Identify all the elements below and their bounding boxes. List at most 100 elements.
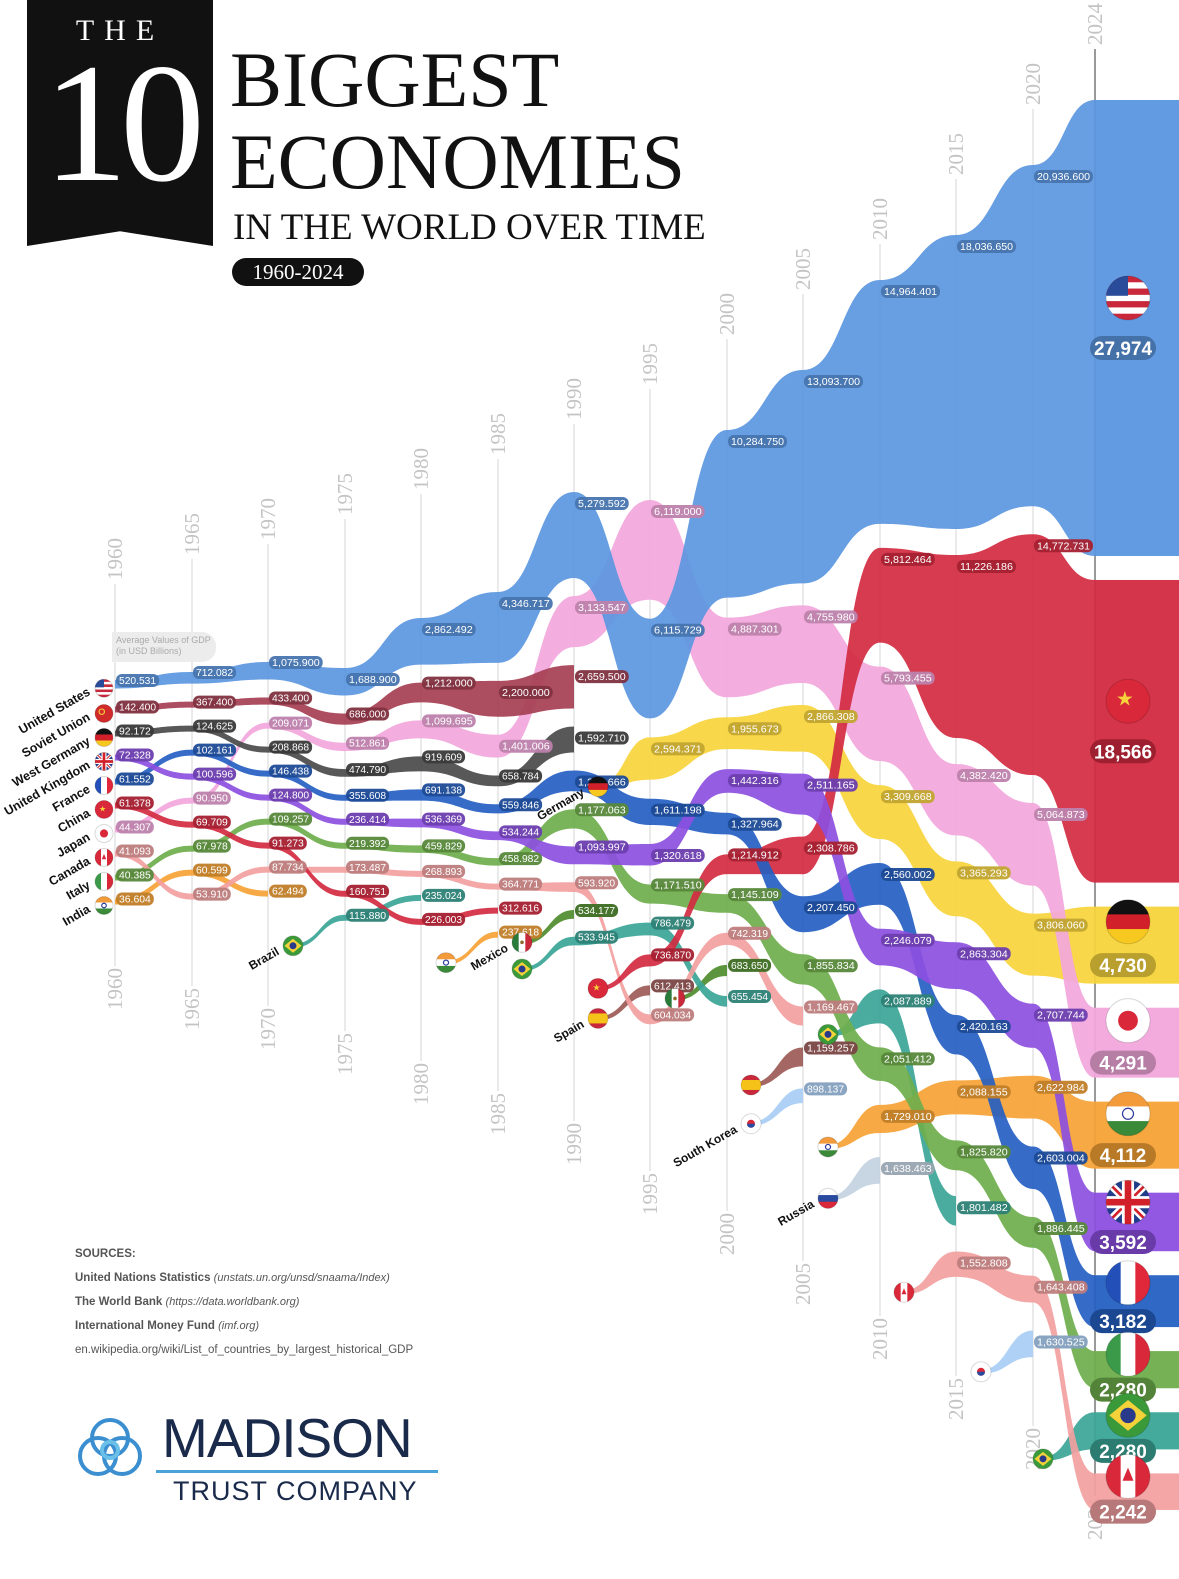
value-pill-cn (269, 836, 307, 850)
value-pill-cn (881, 552, 935, 566)
ribbon-us (880, 235, 956, 529)
value-label-us-2000: 10,284.750 (731, 437, 784, 448)
value-pill-uk (957, 947, 1011, 961)
value-pill-it (193, 839, 231, 853)
value-pill-uk (651, 848, 705, 862)
value-label-it-2020: 1,886.445 (1037, 1224, 1085, 1235)
value-pill-uk (116, 748, 154, 762)
value-pill-jp (575, 601, 629, 615)
ribbon-us (956, 165, 1033, 529)
value-label-cn-1965: 69.709 (196, 818, 228, 829)
value-pill-cn (957, 559, 1016, 573)
ca-flag-icon (894, 1282, 914, 1303)
value-pill-us (269, 656, 323, 669)
value-label-it-2000: 1,145.109 (731, 890, 779, 901)
ribbon-de (880, 785, 956, 917)
value-label-in-2015: 2,088.155 (960, 1087, 1008, 1098)
value-pill-cn (499, 901, 543, 915)
value-label-uk-2010: 2,246.079 (884, 936, 932, 947)
title-line-2: ECONOMIES (230, 118, 686, 205)
ribbon-de (803, 704, 880, 840)
year-label-bottom: 1980 (409, 1063, 433, 1105)
value-label-us-2015: 18,036.650 (960, 242, 1013, 253)
br-flag-icon (1106, 1393, 1150, 1438)
sources-title: SOURCES: (75, 1248, 136, 1260)
value-label-jp-2000: 4,887.301 (731, 625, 779, 636)
logo-divider (156, 1470, 438, 1473)
value-label-jp-2010: 5,793.455 (884, 674, 932, 685)
value-label-us-1990: 5,279.592 (578, 499, 626, 510)
country-label-it: Italy (64, 878, 93, 903)
sources: SOURCES: United Nations Statistics (unst… (75, 1242, 413, 1362)
value-pill-it (116, 868, 154, 882)
value-pill-it (269, 812, 313, 826)
source-link[interactable]: (https://data.worldbank.org) (165, 1296, 300, 1308)
ribbon-entry-cn (598, 954, 650, 991)
value-label-fr-1975: 355.608 (349, 791, 387, 802)
value-pill-fr (499, 798, 543, 812)
year-label-bottom: 1995 (638, 1173, 662, 1215)
fr-flag-icon (95, 776, 113, 795)
ribbon-it (650, 884, 727, 913)
value-pill-su (422, 676, 476, 690)
value-pill-ca (346, 860, 390, 874)
value-label-su-1990: 2,659.500 (578, 672, 626, 683)
end-value-pill-it (1090, 1377, 1156, 1402)
kr-flag-icon (971, 1361, 991, 1382)
value-label-ca-1995: 604.034 (654, 1010, 692, 1021)
value-label-us-2010: 14,964.401 (884, 287, 937, 298)
value-pill-ca (957, 1256, 1011, 1270)
year-label-bottom: 1965 (180, 988, 204, 1030)
value-label-uk-2005: 2,511.165 (807, 781, 855, 792)
value-pill-kr (804, 1082, 848, 1096)
value-label-us-2005: 13,093.700 (807, 377, 860, 388)
end-value-pill-fr (1090, 1309, 1156, 1334)
value-label-br-2015: 1,801.482 (960, 1203, 1008, 1214)
cn-flag-icon: ★ (588, 978, 608, 999)
value-label-in-1960: 36.604 (119, 894, 151, 905)
entry-label-br: Brazil (246, 944, 281, 972)
value-label-it-2015: 1,825.820 (960, 1147, 1008, 1158)
year-label-bottom: 2005 (791, 1263, 815, 1305)
value-pill-wg (269, 740, 313, 754)
ribbon-entry-kr (751, 1088, 803, 1126)
value-label-uk-2020: 2,707.744 (1037, 1011, 1085, 1022)
value-label-jp-1980: 1,099.695 (425, 716, 473, 727)
value-pill-us (881, 285, 940, 298)
value-label-cn-2010: 5,812.464 (884, 555, 932, 566)
year-label-bottom: 1985 (486, 1093, 510, 1135)
value-label-es-1995: 612.413 (654, 981, 692, 992)
title-number: 10 (43, 29, 205, 217)
value-label-jp-1985: 1,401.006 (502, 742, 550, 753)
value-label-uk-2000: 1,442.316 (731, 776, 779, 787)
ribbon-jp (421, 720, 498, 758)
value-pill-es (804, 1041, 858, 1055)
year-label-top: 1960 (103, 538, 127, 580)
source-link[interactable]: en.wikipedia.org/wiki/List_of_countries_… (75, 1344, 414, 1356)
value-pill-ca (575, 876, 619, 890)
svg-text:★: ★ (99, 804, 106, 813)
value-label-ca-1965: 53.910 (196, 890, 228, 901)
value-pill-jp (957, 768, 1011, 782)
ribbon-us (1033, 100, 1095, 556)
year-label-bottom: 1975 (333, 1033, 357, 1075)
value-pill-in (1034, 1080, 1088, 1094)
ribbon-entry-in (828, 1104, 880, 1149)
value-label-br-1980: 235.024 (425, 891, 463, 902)
jp-flag-icon (1106, 998, 1150, 1043)
it-flag-icon (95, 872, 113, 891)
value-pill-br (422, 888, 466, 902)
value-label-de-2015: 3,365.293 (960, 868, 1008, 879)
source-link[interactable]: (imf.org) (218, 1320, 260, 1332)
value-label-de-1995: 2,594.371 (654, 744, 702, 755)
value-label-us-1970: 1,075.900 (272, 658, 320, 669)
value-pill-us (728, 435, 787, 448)
series-us (115, 100, 1179, 719)
value-label-fr-1970: 146.438 (272, 767, 310, 778)
value-label-su-1965: 367.400 (196, 698, 234, 709)
ribbon-it (803, 954, 880, 1081)
value-pill-uk (422, 812, 466, 826)
source-link[interactable]: (unstats.un.org/unsd/snaama/Index) (213, 1272, 390, 1284)
value-label-us-1960: 520.531 (119, 676, 157, 687)
